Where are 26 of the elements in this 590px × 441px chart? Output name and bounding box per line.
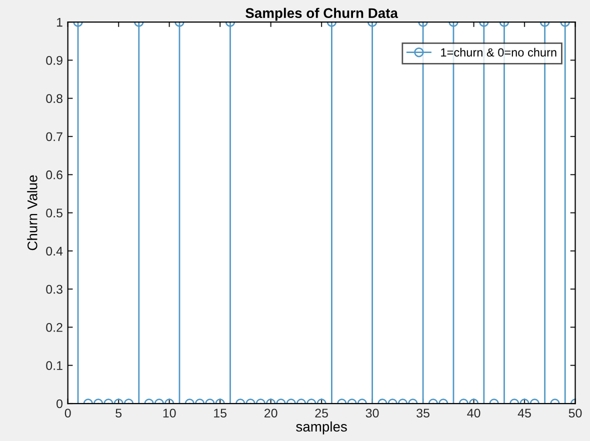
y-tick-label: 0.1 <box>46 361 62 370</box>
y-tick-label: 0.2 <box>46 323 62 332</box>
x-tick-label: 50 <box>568 408 582 418</box>
y-tick-label: 0.7 <box>46 132 62 142</box>
y-tick-label: 0.8 <box>46 94 62 103</box>
x-tick-label: 35 <box>416 408 430 418</box>
x-tick-label: 45 <box>518 408 531 418</box>
x-axis-title: samples <box>296 421 347 434</box>
x-tick-label: 5 <box>116 408 122 418</box>
chart-title: Samples of Churn Data <box>246 8 398 21</box>
y-tick-label: 0.4 <box>46 246 63 256</box>
x-tick-label: 15 <box>214 408 226 418</box>
x-tick-label: 25 <box>315 408 328 418</box>
y-tick-label: 0.3 <box>46 284 62 294</box>
y-tick-label: 1 <box>56 18 62 27</box>
y-tick-label: 0.9 <box>46 56 62 65</box>
legend-label: 1=churn & 0=no churn <box>441 48 556 57</box>
x-tick-label: 0 <box>64 408 71 418</box>
y-tick-label: 0 <box>56 399 62 408</box>
y-tick-label: 0.6 <box>46 170 62 180</box>
y-axis-title: Churn Value <box>27 175 38 250</box>
y-tick-label: 0.5 <box>46 208 62 218</box>
x-tick-label: 10 <box>163 408 176 418</box>
x-tick-label: 20 <box>264 408 278 418</box>
x-tick-label: 30 <box>366 408 379 418</box>
x-tick-label: 40 <box>467 408 480 418</box>
